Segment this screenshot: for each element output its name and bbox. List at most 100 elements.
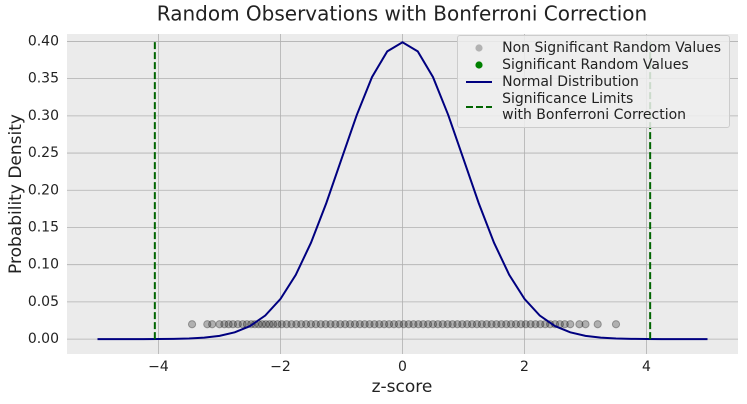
point	[282, 320, 291, 329]
point	[306, 320, 316, 329]
point	[238, 320, 247, 329]
x-axis-label: z-score	[372, 377, 433, 397]
point	[521, 320, 530, 329]
point	[409, 320, 418, 329]
point	[463, 320, 472, 329]
point	[560, 320, 569, 329]
legend-item: Significance Limits with Bonferroni Corr…	[464, 91, 721, 123]
point	[581, 320, 590, 329]
y-tick-label: 0.10	[28, 257, 59, 273]
point	[453, 320, 462, 329]
point	[438, 320, 447, 329]
point	[233, 320, 242, 329]
point	[336, 320, 345, 329]
y-axis-label: Probability Density	[6, 114, 26, 274]
x-tick-label: −4	[148, 359, 169, 375]
legend-label: Significant Random Values	[502, 57, 689, 73]
legend-label: Normal Distribution	[502, 74, 639, 90]
legend-swatch	[466, 81, 493, 83]
legend: Non Significant Random Values Significant…	[457, 35, 730, 128]
point	[448, 320, 457, 329]
point	[355, 320, 364, 329]
point	[502, 320, 511, 329]
point	[428, 320, 438, 329]
y-tick-label: 0.30	[28, 108, 59, 124]
point	[208, 320, 217, 329]
y-tick-label: 0.15	[28, 219, 59, 235]
legend-item: Significant Random Values	[464, 57, 721, 73]
point	[472, 320, 482, 329]
point	[380, 320, 389, 329]
x-tick-label: 0	[398, 359, 407, 375]
point	[261, 320, 270, 329]
point	[277, 320, 286, 329]
legend-item: Normal Distribution	[464, 74, 721, 90]
point	[384, 320, 394, 329]
point	[399, 320, 408, 329]
point	[203, 320, 212, 329]
point	[506, 320, 516, 329]
point	[258, 320, 267, 329]
point	[487, 320, 496, 329]
y-tick-label: 0.25	[28, 145, 59, 161]
legend-marker	[475, 61, 483, 69]
curve	[97, 41, 708, 341]
point	[394, 320, 403, 329]
point	[482, 320, 491, 329]
point	[316, 320, 325, 329]
point	[220, 320, 229, 329]
point	[467, 320, 477, 329]
y-tick-label: 0.40	[28, 33, 59, 49]
point	[404, 320, 413, 329]
point	[611, 320, 621, 329]
point	[341, 320, 350, 329]
x-tick-label: −2	[270, 359, 291, 375]
point	[321, 320, 330, 329]
x-tick-label: 2	[520, 359, 529, 375]
point	[265, 320, 274, 329]
legend-label: Non Significant Random Values	[502, 40, 721, 56]
legend-label: Significance Limits with Bonferroni Corr…	[502, 91, 687, 123]
point	[287, 320, 296, 329]
point	[419, 320, 428, 329]
point	[365, 320, 374, 329]
point	[424, 320, 433, 329]
x-tick-label: 4	[642, 359, 651, 375]
legend-swatch	[475, 61, 483, 69]
point	[443, 320, 452, 329]
legend-swatch	[466, 106, 493, 108]
point	[215, 320, 224, 329]
point	[297, 320, 306, 329]
point	[541, 320, 550, 329]
point	[516, 320, 525, 329]
point	[566, 320, 575, 329]
legend-item: Non Significant Random Values	[464, 40, 721, 56]
point	[511, 320, 521, 329]
point	[187, 320, 197, 329]
point	[269, 320, 278, 329]
point	[311, 320, 320, 329]
point	[389, 320, 399, 329]
point	[575, 320, 584, 329]
point	[370, 320, 379, 329]
point	[497, 320, 506, 329]
point	[273, 320, 282, 329]
legend-marker	[475, 44, 483, 52]
point	[350, 320, 360, 329]
point	[331, 320, 340, 329]
point	[433, 320, 442, 329]
point	[360, 320, 369, 329]
point	[492, 320, 501, 329]
point	[458, 320, 467, 329]
point	[593, 320, 602, 329]
point	[375, 320, 384, 329]
point	[531, 320, 540, 329]
point	[228, 320, 238, 329]
point	[326, 320, 335, 329]
point	[302, 320, 311, 329]
point	[536, 320, 545, 329]
y-tick-label: 0.05	[28, 294, 59, 310]
y-tick-label: 0.35	[28, 71, 59, 87]
y-tick-label: 0.00	[28, 331, 59, 347]
